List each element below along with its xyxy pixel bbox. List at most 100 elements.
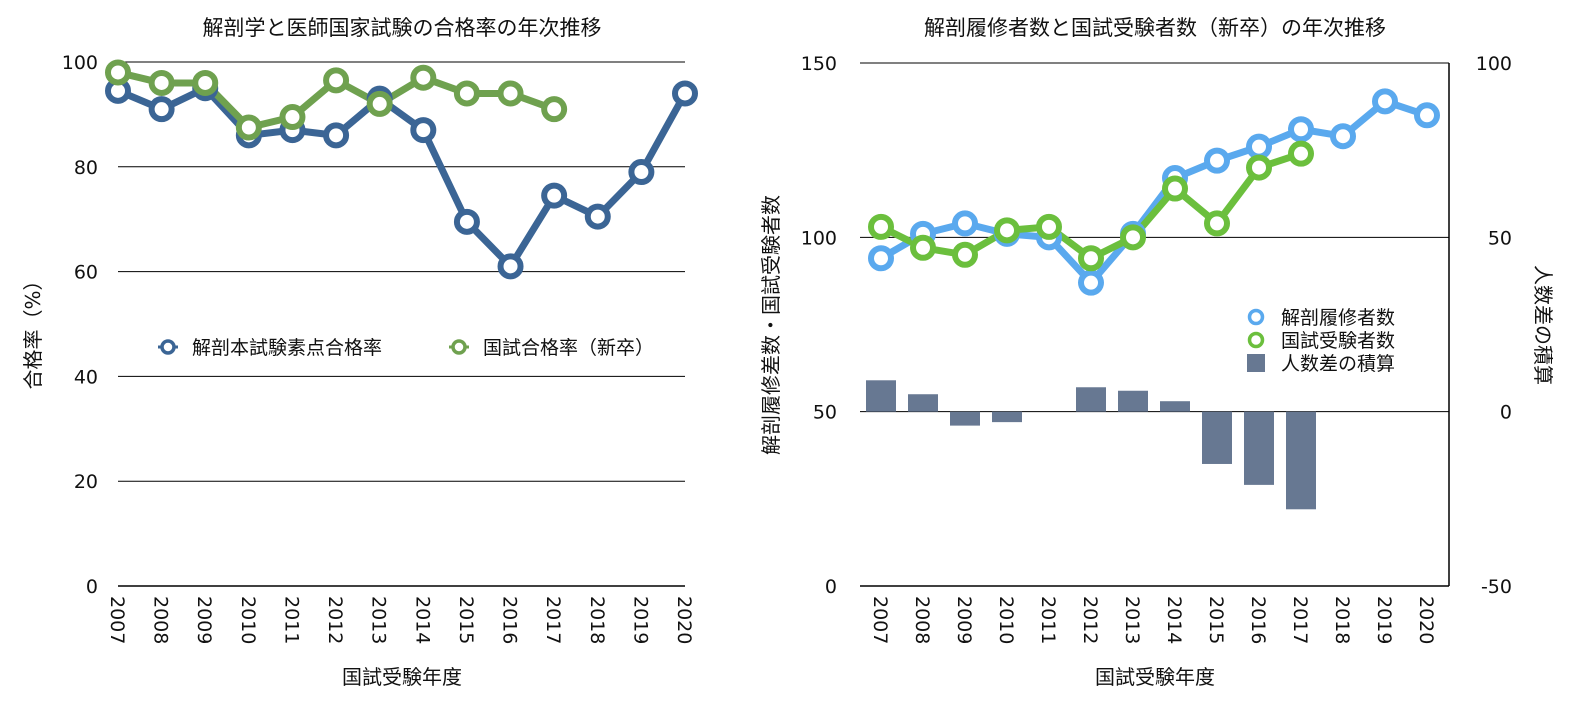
chart1-y-tick-label: 40 <box>74 366 98 388</box>
chart2-point-2-2008 <box>910 234 936 261</box>
chart2-y-axis-label: 解剖履修差数・国試受験者数 <box>759 195 783 455</box>
chart2-line-2 <box>879 150 1303 262</box>
chart1-point-2-2012 <box>323 67 350 94</box>
chart2-y2-tick-label: -50 <box>1481 576 1512 598</box>
chart2-x-tick-label: 2007 <box>869 596 891 644</box>
chart2-bar-2015 <box>1202 411 1232 464</box>
chart2-x-axis-label: 国試受験年度 <box>1095 665 1215 689</box>
chart1-point-2-2009 <box>192 69 219 96</box>
chart2-point-1-2015 <box>1204 147 1230 174</box>
chart2-x-tick-label: 2015 <box>1205 596 1227 644</box>
chart2-bar-2008 <box>908 394 938 412</box>
chart2-point-1-2016 <box>1246 133 1272 160</box>
chart2-point-2-2016 <box>1246 154 1272 181</box>
chart1-x-tick-label: 2017 <box>542 596 564 644</box>
chart2-y-tick-label: 150 <box>801 53 837 75</box>
chart1-point-2-2013 <box>366 90 393 117</box>
legend-series1-marker <box>160 339 176 355</box>
chart1-y-axis-label: 合格率（%） <box>21 270 45 389</box>
chart1-x-tick-label: 2008 <box>150 596 172 644</box>
chart2-point-1-2019 <box>1372 88 1398 115</box>
chart2-y-tick-label: 0 <box>825 576 837 598</box>
chart2-x-tick-label: 2017 <box>1289 596 1311 644</box>
chart2-x-tick-label: 2013 <box>1121 596 1143 644</box>
chart1-point-2-2016 <box>497 80 524 107</box>
chart1-x-tick-label: 2016 <box>499 596 521 644</box>
legend-anatomy-label: 解剖履修者数 <box>1281 307 1395 329</box>
chart2-point-2-2013 <box>1120 224 1146 251</box>
chart2-x-ticks: 2007 2008 2009 2010 2011 2012 2013 2014 2015 2016… <box>869 596 1437 644</box>
chart1-y-tick-label: 0 <box>86 576 98 598</box>
chart1-point-2-2008 <box>148 69 175 96</box>
chart2-point-2-2007 <box>868 213 894 240</box>
legend-series2-marker <box>451 339 467 355</box>
chart2-point-2-2012 <box>1078 245 1104 272</box>
chart2-legend: 解剖履修者数 国試受験者数 人数差の積算 <box>1247 307 1395 375</box>
chart1-point-1-2020 <box>672 80 698 107</box>
chart2-y-tick-label: 100 <box>801 227 837 249</box>
chart2-point-1-2017 <box>1288 116 1314 143</box>
chart1-legend: 解剖本試験素点合格率 国試合格率（新卒） <box>158 337 654 359</box>
chart2-bar-2010 <box>992 411 1022 423</box>
chart1-point-2-2011 <box>279 104 306 131</box>
chart2-x-tick-label: 2012 <box>1079 596 1101 644</box>
chart2-point-2-2017 <box>1288 140 1314 167</box>
chart1-line-1 <box>116 84 689 270</box>
chart2-point-1-2020 <box>1414 102 1440 129</box>
chart2-y-tick-label: 50 <box>813 402 837 424</box>
chart-counts: 解剖履修者数と国試受験者数（新卒）の年次推移 0 50 100 150 -50 0 50 1… <box>759 16 1555 689</box>
chart1-gridlines <box>118 61 685 587</box>
chart2-y2-axis-label: 人数差の積算 <box>1531 265 1555 385</box>
chart2-bar-2013 <box>1118 390 1148 412</box>
chart2-y2-tick-label: 0 <box>1500 402 1512 424</box>
chart1-point-1-2017 <box>541 182 568 209</box>
chart1-point-2-2014 <box>410 64 437 91</box>
chart1-point-2-2015 <box>453 80 480 107</box>
chart1-y-tick-label: 60 <box>74 262 98 284</box>
chart1-x-tick-label: 2009 <box>193 596 215 644</box>
chart2-point-1-2012 <box>1078 269 1104 296</box>
chart1-x-tick-label: 2007 <box>106 596 128 644</box>
chart2-x-tick-label: 2020 <box>1415 596 1437 644</box>
chart2-point-2-2010 <box>994 217 1020 244</box>
chart2-bar-2014 <box>1160 401 1190 412</box>
chart1-x-tick-label: 2015 <box>455 596 477 644</box>
chart2-x-tick-label: 2009 <box>953 596 975 644</box>
chart2-point-1-2018 <box>1330 123 1356 150</box>
legend-series2-label: 国試合格率（新卒） <box>483 337 654 359</box>
chart1-x-tick-label: 2012 <box>324 596 346 644</box>
chart1-y-tick-label: 20 <box>74 471 98 493</box>
chart2-x-tick-label: 2011 <box>1037 596 1059 644</box>
chart1-x-tick-label: 2010 <box>237 596 259 644</box>
chart2-y2-tick-label: 100 <box>1476 53 1512 75</box>
chart1-point-1-2012 <box>323 122 350 149</box>
chart1-point-1-2014 <box>410 117 437 144</box>
chart2-bar-2012 <box>1076 387 1106 412</box>
chart1-point-1-2008 <box>148 96 175 123</box>
chart2-y-ticks: 0 50 100 150 <box>801 53 837 598</box>
chart1-x-tick-label: 2019 <box>629 596 651 644</box>
chart2-x-tick-label: 2008 <box>911 596 933 644</box>
chart2-bars <box>866 380 1316 510</box>
legend-series1-label: 解剖本試験素点合格率 <box>192 337 382 359</box>
chart2-bar-2017 <box>1286 411 1316 510</box>
chart2-x-tick-label: 2019 <box>1373 596 1395 644</box>
chart1-point-2-2007 <box>105 59 131 86</box>
chart2-bar-2007 <box>866 380 896 412</box>
chart1-title: 解剖学と医師国家試験の合格率の年次推移 <box>203 16 602 40</box>
chart1-x-tick-label: 2013 <box>368 596 390 644</box>
chart1-y-ticks: 0 20 40 60 80 100 <box>62 52 98 598</box>
chart1-point-1-2015 <box>453 208 480 235</box>
chart2-bar-2009 <box>950 411 980 426</box>
chart1-y-tick-label: 80 <box>74 157 98 179</box>
chart2-bar-2016 <box>1244 411 1274 485</box>
chart2-point-2-2011 <box>1036 213 1062 240</box>
legend-exam-label: 国試受験者数 <box>1281 330 1395 352</box>
chart1-series <box>105 59 698 280</box>
chart1-point-2-2010 <box>235 114 262 141</box>
chart2-point-2-2014 <box>1162 175 1188 202</box>
chart2-series <box>868 88 1440 296</box>
chart1-x-tick-label: 2018 <box>586 596 608 644</box>
